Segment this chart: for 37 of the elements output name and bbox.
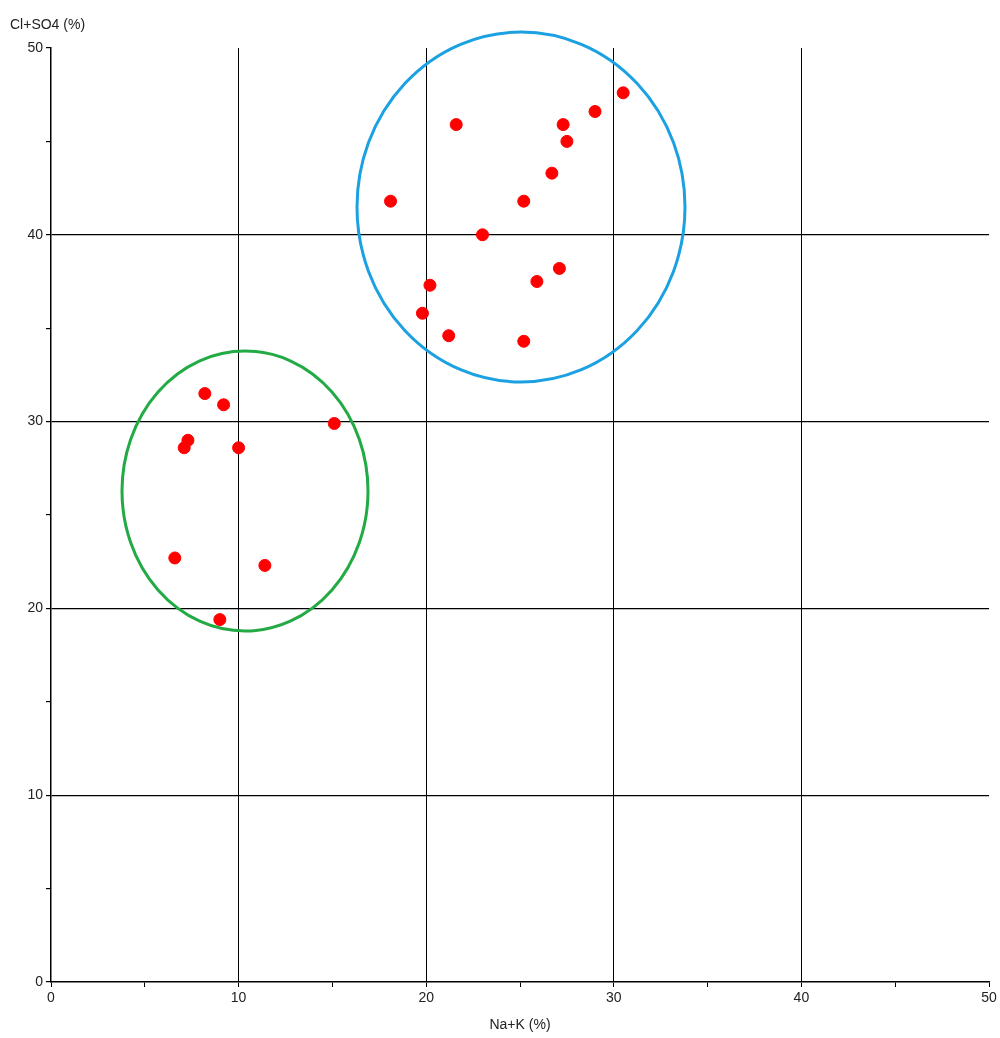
y-tick-label: 10	[27, 786, 44, 803]
x-tick-label: 10	[230, 989, 247, 1006]
y-axis-title: Cl+SO4 (%)	[10, 15, 86, 32]
point	[588, 105, 602, 119]
point	[442, 329, 456, 343]
point	[384, 194, 398, 208]
point	[556, 118, 570, 132]
point	[232, 441, 246, 455]
point	[517, 194, 531, 208]
x-tick-label: 50	[981, 989, 997, 1006]
point	[545, 166, 559, 180]
point	[213, 613, 227, 627]
x-tick-label: 30	[606, 989, 622, 1006]
point	[177, 441, 191, 455]
x-axis-title: Na+K (%)	[489, 1016, 551, 1033]
point	[560, 134, 574, 148]
x-tick-label: 0	[47, 989, 56, 1006]
y-tick-label: 50	[27, 38, 44, 55]
y-tick-label: 30	[27, 412, 44, 429]
y-tick-label: 40	[27, 225, 44, 242]
point	[327, 416, 341, 430]
x-tick-label: 40	[793, 989, 810, 1006]
x-tick-label: 20	[418, 989, 435, 1006]
point	[530, 275, 544, 288]
y-tick-label: 0	[35, 972, 44, 989]
point	[198, 387, 212, 401]
y-tick-label: 20	[27, 599, 44, 616]
point	[475, 228, 489, 242]
point	[423, 278, 437, 292]
point	[415, 306, 429, 320]
point	[449, 118, 463, 132]
point	[258, 558, 272, 572]
point	[552, 261, 566, 275]
point	[517, 334, 531, 348]
point	[616, 86, 630, 100]
point	[217, 398, 231, 412]
point	[168, 551, 182, 565]
